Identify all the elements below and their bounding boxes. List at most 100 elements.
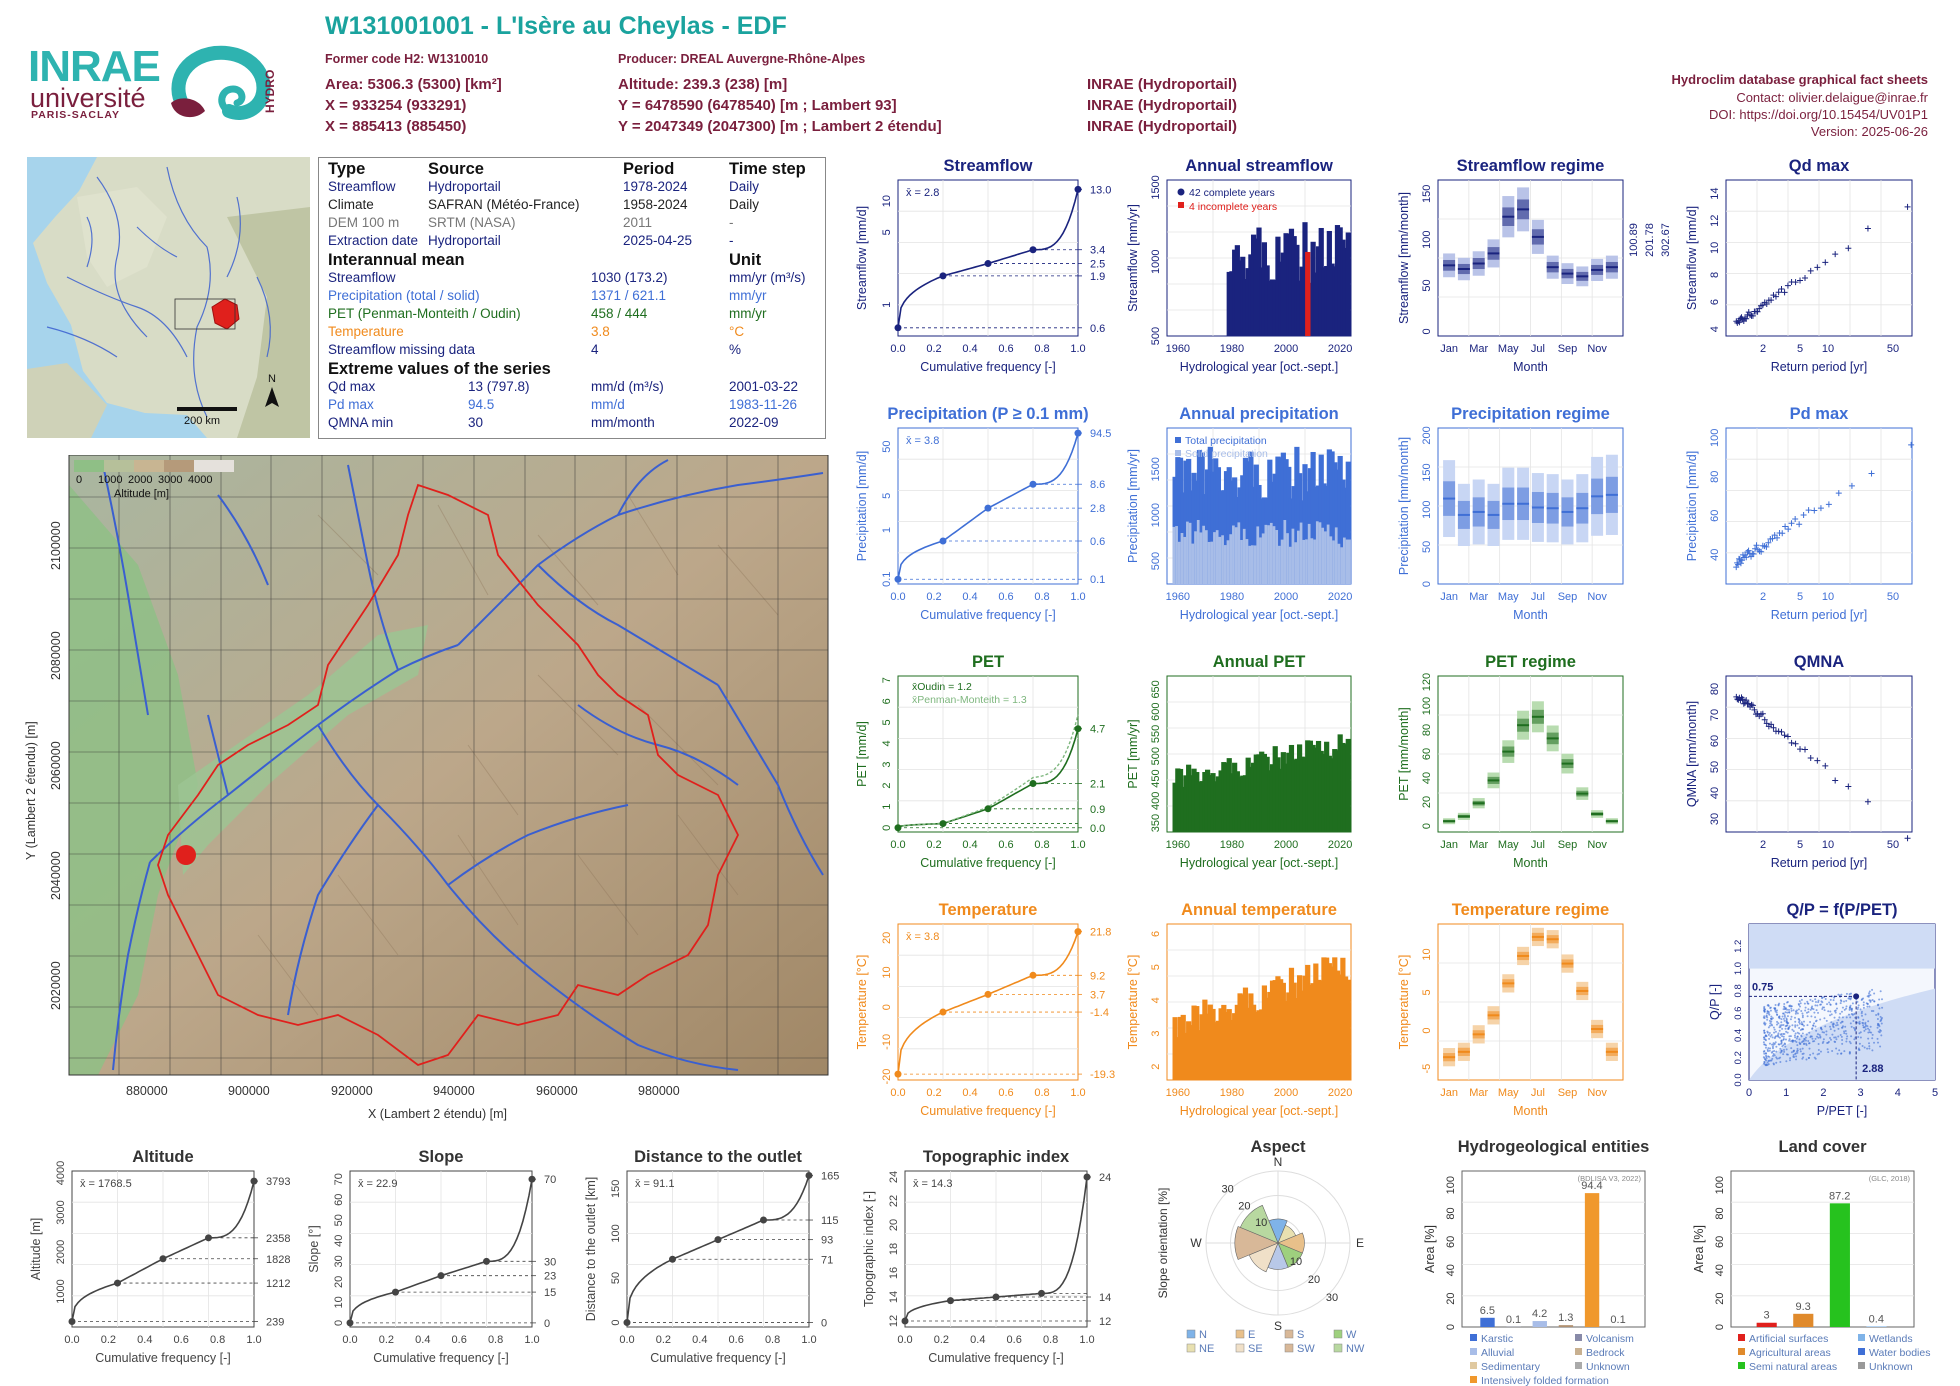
y-tick: 4 [881,740,893,746]
legend-marker [1175,450,1181,456]
chart-title: Temperature [939,901,1038,919]
bar [1278,768,1284,832]
data-point [1797,746,1804,753]
data-point [1798,1003,1801,1006]
data-point [1768,1042,1771,1045]
data-point [1767,1004,1770,1007]
data-point [1878,1031,1881,1034]
data-point [1763,1021,1766,1024]
x-tick: 10 [1822,839,1834,851]
x-tick: 1.0 [1070,591,1085,603]
data-point [1796,1012,1799,1015]
mean-label: Streamflow [328,270,396,285]
data-point [1817,1001,1820,1004]
mean-point [1853,993,1860,1000]
y-tick: 100 [1421,230,1433,248]
data-point [1850,1035,1853,1038]
data-point [1800,1041,1803,1044]
data-point [1782,1008,1785,1011]
right-value-label: 1828 [266,1254,290,1266]
ring-label: 30 [1326,1292,1338,1304]
data-point [1786,1008,1789,1011]
x-tick: 0.2 [926,591,941,603]
river-network [102,459,824,1071]
bar [1558,1325,1574,1327]
y-tick: 100 [1421,697,1433,715]
data-point [1805,1044,1808,1047]
data-point [1832,1024,1835,1027]
x-tick: May [1498,839,1519,851]
data-point [1816,1053,1819,1056]
data-point [1841,1042,1844,1045]
data-point [1867,995,1870,998]
bar [1245,268,1251,336]
data-point [1877,1013,1880,1016]
x-tick: 1.0 [1070,839,1085,851]
bar [1342,247,1349,336]
y-tick: 12 [1709,215,1721,227]
bar-solid [1296,530,1303,584]
data-point [1801,1016,1804,1019]
x-tick: Nov [1587,343,1607,355]
y-axis-label: Precipitation [mm/d] [855,451,869,561]
x-tick: 10 [1822,343,1834,355]
bar [1345,461,1351,584]
data-point [1763,1061,1766,1064]
data-point [1771,1057,1774,1060]
data-point [1733,564,1740,571]
bar [1229,773,1235,832]
data-point [1811,1027,1814,1030]
interannual-title: Interannual mean [328,251,465,269]
series-line-2 [897,714,1079,829]
contact-link[interactable]: Contact: olivier.delaigue@inrae.fr [1736,90,1928,105]
data-point [1796,1044,1799,1047]
y-tick: 10 [333,1296,345,1308]
data-point [1766,1012,1769,1015]
bar [1324,741,1330,832]
data-point [1792,516,1799,523]
data-point [1805,1033,1808,1036]
data-point [1839,1034,1842,1037]
bar [1245,757,1251,832]
data-point [1762,1036,1765,1039]
data-point [1832,1022,1835,1025]
bar-solid [1204,530,1211,584]
legend-swatch [1575,1362,1582,1369]
data-point [1863,1029,1866,1032]
chart-title: Precipitation regime [1451,405,1610,423]
x-tick: 5 [1797,839,1803,851]
data-point [1807,267,1814,274]
bar [1345,738,1351,832]
legend-label: Altitude [m] [114,488,169,500]
bar [1223,471,1230,584]
bar [1180,1014,1186,1080]
bar-label: 0.1 [1610,1314,1625,1326]
bar [1237,260,1243,336]
bar [1267,280,1273,336]
data-point [1785,1021,1788,1024]
data-point [1774,1041,1777,1044]
right-value-label: 93 [821,1235,833,1247]
data-point [1831,1033,1834,1036]
data-point [1784,282,1791,289]
bar [1242,987,1249,1080]
data-point [1777,1004,1780,1007]
legend-entry: Semi natural areas [1749,1361,1837,1373]
data-point [1845,999,1848,1002]
doi-link[interactable]: DOI: https://doi.org/10.15454/UV01P1 [1709,107,1928,122]
bar-solid [1223,545,1230,584]
bar-solid [1310,538,1316,584]
data-point [1822,259,1829,266]
y-tick: 5 [881,229,893,235]
data-point [1745,309,1752,316]
bar [1302,975,1308,1080]
bar [1296,975,1303,1080]
x-tick: 1.0 [524,1334,539,1346]
y-tick: 4 [1709,326,1721,332]
extreme-unit: mm/month [591,415,655,430]
bar-solid [1172,526,1178,584]
x-tick: Jan [1440,591,1458,603]
data-point [1781,289,1788,296]
data-point [1775,289,1782,296]
y-tick: 20 [333,1276,345,1288]
